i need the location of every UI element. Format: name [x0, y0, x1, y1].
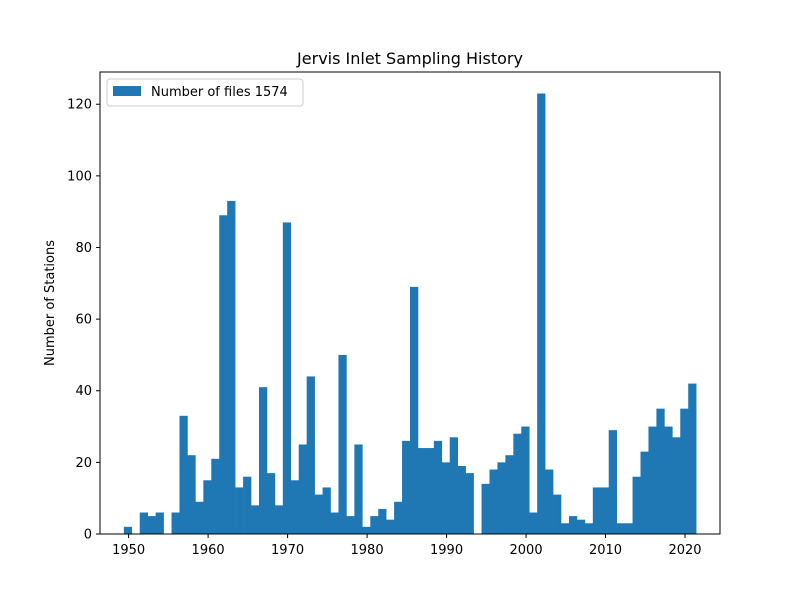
- histogram-bar: [290, 480, 300, 534]
- y-tick-label: 40: [75, 384, 92, 399]
- histogram-bar: [648, 426, 657, 534]
- y-tick-label: 0: [84, 528, 92, 543]
- y-tick-label: 20: [75, 456, 92, 471]
- histogram-bar: [298, 444, 307, 534]
- y-axis-label: Number of Stations: [43, 240, 58, 366]
- histogram-bar: [465, 473, 474, 534]
- histogram-bar: [354, 444, 363, 534]
- histogram-bar: [211, 458, 220, 534]
- histogram-bar: [537, 93, 546, 535]
- histogram-bar: [457, 465, 466, 534]
- x-tick-label: 1960: [192, 543, 225, 558]
- histogram-bar: [481, 483, 490, 534]
- histogram-bar: [553, 494, 562, 534]
- histogram-bar: [314, 494, 323, 534]
- histogram-bar: [680, 408, 689, 534]
- histogram-bar: [219, 215, 228, 534]
- y-tick-label: 100: [67, 169, 92, 184]
- histogram-bar: [251, 505, 260, 534]
- histogram-bar: [576, 519, 586, 534]
- histogram-bar: [330, 512, 339, 534]
- histogram-bar: [274, 505, 284, 534]
- x-tick-label: 1970: [271, 543, 304, 558]
- histogram-bar: [243, 476, 252, 534]
- histogram-bar: [497, 462, 506, 534]
- histogram-bar: [600, 487, 610, 534]
- x-tick-label: 2010: [589, 543, 622, 558]
- histogram-bar: [322, 487, 331, 534]
- legend-box: [106, 78, 304, 107]
- histogram-bar: [378, 508, 387, 534]
- histogram-bar: [489, 469, 498, 534]
- histogram-bar: [386, 519, 395, 534]
- histogram-bar: [282, 222, 292, 535]
- x-tick-label: 1990: [430, 543, 463, 558]
- y-tick-label: 120: [67, 98, 92, 113]
- legend-swatch: [113, 86, 141, 96]
- bars-group: [123, 93, 697, 535]
- histogram-bar: [402, 440, 411, 534]
- histogram-bar: [449, 437, 458, 534]
- histogram-bar: [362, 526, 371, 534]
- histogram-bar: [417, 448, 427, 534]
- histogram-bar: [521, 426, 530, 534]
- histogram-bar: [425, 448, 435, 534]
- y-tick-label: 60: [75, 313, 92, 328]
- histogram-bar: [155, 512, 164, 534]
- histogram-bar: [608, 430, 617, 534]
- histogram-bar: [147, 516, 156, 534]
- histogram-bar: [346, 516, 355, 534]
- histogram-bar: [433, 440, 443, 534]
- x-tick-label: 2000: [510, 543, 543, 558]
- x-tick-label: 2020: [668, 543, 701, 558]
- histogram-bar: [258, 387, 268, 534]
- histogram-bar: [370, 516, 379, 534]
- histogram-bar: [203, 480, 212, 534]
- histogram-bar: [529, 512, 538, 534]
- histogram-bar: [616, 523, 625, 534]
- legend: Number of files 1574: [106, 78, 304, 107]
- histogram-bar: [513, 433, 522, 534]
- histogram-bar: [656, 408, 665, 534]
- y-tick-label: 80: [75, 241, 92, 256]
- legend-label: Number of files 1574: [151, 85, 288, 100]
- histogram-bar: [410, 286, 419, 534]
- histogram-bar: [195, 501, 204, 534]
- histogram-bar: [584, 523, 594, 534]
- histogram-bar: [505, 455, 514, 534]
- histogram-bar: [640, 451, 649, 534]
- histogram-bar: [592, 487, 602, 534]
- histogram-bar: [561, 523, 570, 534]
- x-tick-label: 1950: [112, 543, 145, 558]
- x-axis-ticks: 1950 1960 1970 1980 1990 2000 2010 2020: [112, 534, 702, 558]
- histogram-bar: [266, 473, 276, 534]
- x-tick-label: 1980: [351, 543, 384, 558]
- y-axis-ticks: 0 20 40 60 80 100 120: [67, 98, 100, 543]
- histogram-bar: [441, 462, 451, 534]
- histogram-bar: [179, 415, 188, 534]
- histogram-bar: [235, 487, 244, 534]
- histogram-bar: [624, 523, 633, 534]
- histogram-bar: [394, 501, 403, 534]
- plot-frame: [99, 71, 721, 535]
- histogram-bar: [632, 476, 641, 534]
- histogram-bar: [187, 455, 196, 534]
- histogram-bar: [688, 383, 697, 534]
- histogram-bar: [123, 526, 133, 534]
- histogram-bar: [171, 512, 180, 534]
- histogram-bar: [545, 469, 554, 534]
- histogram-bar: [306, 376, 315, 534]
- histogram-bar: [672, 437, 681, 534]
- histogram-bar: [664, 426, 673, 534]
- histogram-bar: [227, 200, 236, 534]
- histogram-bar: [568, 516, 578, 534]
- chart-title: Jervis Inlet Sampling History: [296, 49, 523, 68]
- histogram-bar: [338, 354, 347, 534]
- histogram-bar: [139, 512, 148, 534]
